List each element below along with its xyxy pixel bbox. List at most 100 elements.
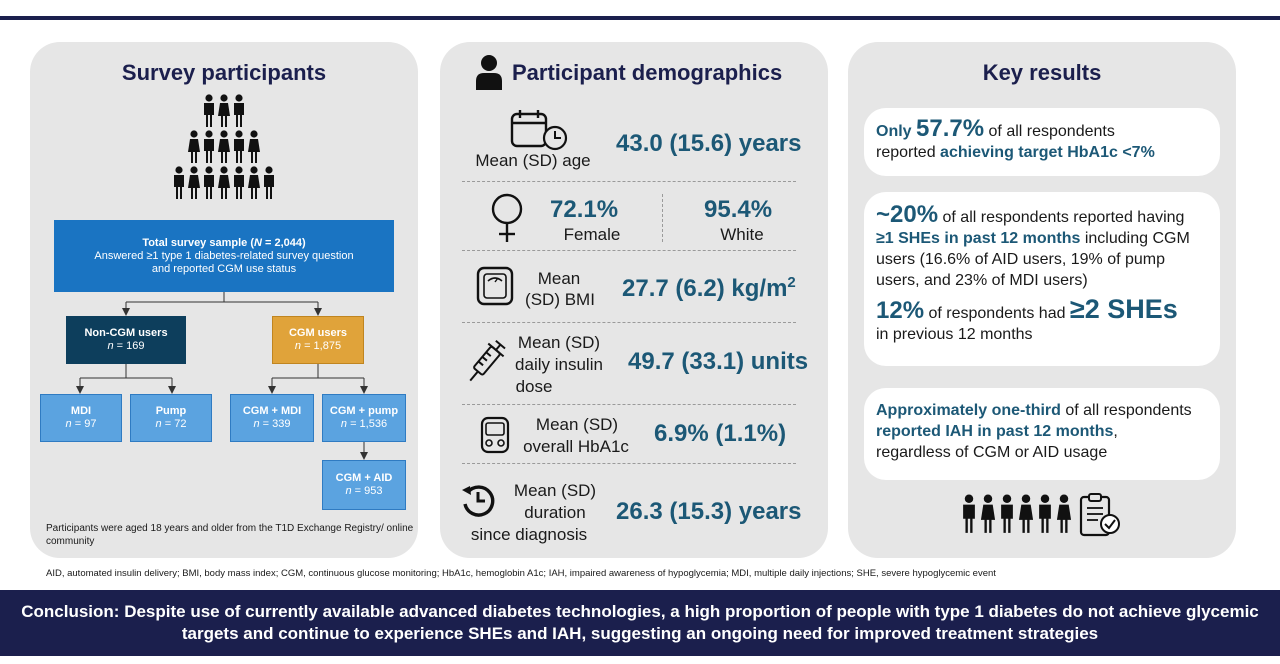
cgm-pump-box: CGM + pump n = 1,536: [322, 394, 406, 442]
n-symbol: n: [294, 340, 302, 352]
result-text: of all respondents: [984, 123, 1115, 140]
result-stat: ≥2 SHEs: [1069, 294, 1178, 324]
result-highlight: achieving target HbA1c <7%: [940, 144, 1155, 161]
insulin-value: 49.7 (33.1) units: [628, 348, 809, 375]
people-group-icon: [960, 494, 1074, 534]
person-icon: [174, 166, 184, 199]
person-icon: [1001, 494, 1013, 533]
bmi-label-1: Mean: [537, 269, 581, 288]
mdi-label: MDI: [70, 405, 92, 417]
n-symbol: n: [107, 340, 114, 352]
result-text: ,: [1113, 423, 1118, 440]
clock-arrow-icon: [462, 485, 495, 517]
result-text: including CGM users (16.6% of AID users,…: [876, 230, 1190, 289]
white-value: 95.4%: [704, 196, 773, 223]
person-icon: [188, 166, 200, 199]
result-card-she: ~20% of all respondents reported having …: [864, 192, 1220, 366]
calendar-clock-icon: [510, 110, 568, 151]
person-icon: [1018, 494, 1034, 533]
cgm-count: = 1,875: [301, 340, 342, 352]
pyramid-row: [30, 94, 418, 130]
conclusion-banner: Conclusion: Despite use of currently ava…: [0, 590, 1280, 656]
result-text: regardless of CGM or AID usage: [876, 444, 1108, 461]
scale-icon: [476, 266, 514, 306]
total-desc-1: Answered ≥1 type 1 diabetes-related surv…: [94, 249, 354, 262]
hba1c-value: 6.9% (1.1%): [654, 420, 787, 447]
person-icon: [248, 166, 260, 199]
separator: [462, 250, 796, 251]
result-text: in previous 12 months: [876, 326, 1033, 343]
result-text: of respondents had: [924, 305, 1070, 322]
total-n-symbol: N: [253, 236, 262, 249]
conclusion-text: Despite use of currently available advan…: [119, 602, 1259, 643]
insulin-label-2: daily insulin: [515, 355, 603, 374]
duration-label-2: duration: [524, 503, 586, 522]
syringe-icon: [469, 339, 506, 382]
white-label: White: [720, 225, 764, 244]
cgm-aid-box: CGM + AID n = 953: [322, 460, 406, 510]
bmi-unit-exponent: 2: [787, 274, 796, 291]
demographics-panel: Participant demographics Mean (SD) age 4…: [440, 42, 828, 558]
result-text: reported: [876, 144, 941, 161]
person-icon: [1039, 494, 1051, 533]
result-card-iah: Approximately one-third of all responden…: [864, 388, 1220, 480]
person-icon: [1056, 494, 1072, 533]
n-symbol: n: [340, 418, 348, 430]
n-symbol: n: [155, 418, 162, 430]
n-symbol: n: [345, 485, 352, 497]
duration-label-3: since diagnosis: [470, 525, 588, 544]
panel-title: Participant demographics: [512, 60, 783, 85]
pump-label: Pump: [155, 405, 187, 417]
pyramid-row: [30, 166, 418, 202]
person-icon: [234, 94, 244, 127]
person-icon: [188, 130, 200, 163]
separator: [462, 404, 796, 405]
cgm-mdi-count: = 339: [259, 418, 291, 430]
non-cgm-count: = 169: [113, 340, 145, 352]
person-icon: [204, 94, 214, 127]
person-icon: [264, 166, 274, 199]
result-stat: ~20%: [876, 201, 939, 228]
person-icon: [218, 130, 230, 163]
pump-box: Pump n = 72: [130, 394, 212, 442]
cgm-label: CGM users: [288, 327, 348, 339]
result-stat: 12%: [876, 297, 925, 324]
female-symbol-icon: [491, 193, 523, 242]
clipboard-check-icon: [1079, 493, 1120, 537]
key-results-panel: Key results Only 57.7% of all respondent…: [848, 42, 1236, 558]
mdi-count: = 97: [71, 418, 97, 430]
insulin-label-1: Mean (SD): [517, 333, 601, 352]
total-title: Total survey sample (: [142, 236, 254, 249]
separator: [462, 463, 796, 464]
abbreviations-footnote: AID, automated insulin delivery; BMI, bo…: [46, 568, 996, 579]
person-icon: [218, 94, 230, 127]
result-text: of all respondents: [1060, 402, 1192, 419]
panel-title: Survey participants: [121, 60, 327, 85]
participants-pyramid: [30, 94, 418, 202]
bmi-value-text: 27.7 (6.2) kg/m: [622, 275, 788, 302]
total-count: = 2,044): [261, 236, 306, 249]
bmi-label-2: (SD) BMI: [525, 290, 595, 309]
person-icon: [204, 166, 214, 199]
cgm-mdi-box: CGM + MDI n = 339: [230, 394, 314, 442]
non-cgm-label: Non-CGM users: [84, 327, 168, 339]
n-symbol: n: [253, 418, 260, 430]
non-cgm-box: Non-CGM users n = 169: [66, 316, 186, 364]
cgm-pump-count: = 1,536: [347, 418, 388, 430]
person-icon: [234, 166, 244, 199]
age-label: Mean (SD) age: [475, 151, 591, 170]
pump-count: = 72: [161, 418, 187, 430]
survey-participants-panel: Survey participants Total survey sample …: [30, 42, 418, 558]
cgm-pump-label: CGM + pump: [329, 405, 399, 417]
duration-value: 26.3 (15.3) years: [616, 498, 802, 525]
total-desc-2: and reported CGM use status: [151, 262, 297, 275]
cgm-box: CGM users n = 1,875: [272, 316, 364, 364]
glucose-meter-icon: [480, 416, 510, 454]
result-text: Only: [876, 123, 917, 140]
n-symbol: n: [65, 418, 72, 430]
hba1c-label-2: overall HbA1c: [523, 437, 629, 456]
result-highlight: reported IAH in past 12 months: [876, 423, 1114, 440]
female-value: 72.1%: [550, 196, 619, 223]
insulin-label-3: dose: [515, 377, 553, 396]
result-highlight: Approximately one-third: [876, 402, 1061, 419]
